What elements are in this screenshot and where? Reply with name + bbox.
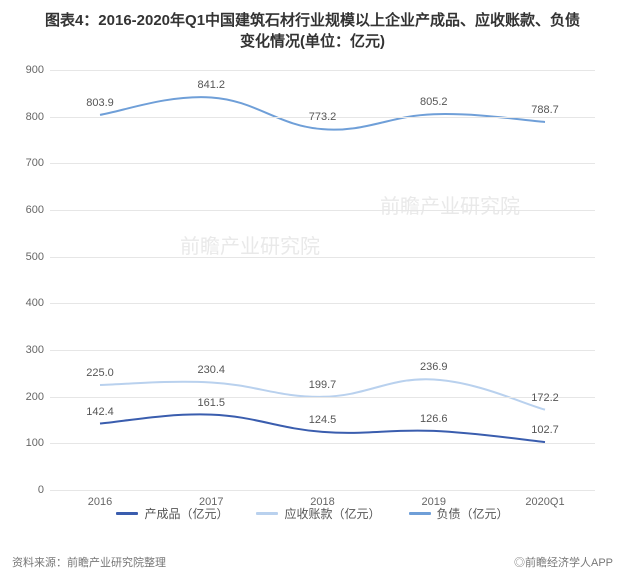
legend-label: 产成品（亿元） (144, 505, 228, 522)
legend-label: 负债（亿元） (437, 505, 509, 522)
y-tick-label: 700 (26, 157, 50, 169)
figure-container: 图表4：2016-2020年Q1中国建筑石材行业规模以上企业产成品、应收账款、负… (0, 0, 625, 578)
data-label: 788.7 (531, 104, 559, 122)
gridline (50, 257, 595, 258)
y-tick-label: 800 (26, 111, 50, 123)
data-label: 805.2 (420, 96, 448, 114)
data-label: 236.9 (420, 361, 448, 379)
gridline (50, 70, 595, 71)
data-label: 225.0 (86, 367, 114, 385)
data-label: 161.5 (197, 397, 225, 415)
legend-swatch-icon (409, 512, 431, 515)
y-tick-label: 600 (26, 204, 50, 216)
chart-title: 图表4：2016-2020年Q1中国建筑石材行业规模以上企业产成品、应收账款、负… (0, 0, 625, 52)
footer: 资料来源：前瞻产业研究院整理 ◎前瞻经济学人APP (12, 554, 613, 570)
y-tick-label: 300 (26, 344, 50, 356)
y-tick-label: 200 (26, 391, 50, 403)
data-label: 124.5 (309, 414, 337, 432)
gridline (50, 303, 595, 304)
legend-label: 应收账款（亿元） (284, 505, 380, 522)
y-tick-label: 0 (38, 484, 50, 496)
y-tick-label: 500 (26, 251, 50, 263)
y-tick-label: 900 (26, 64, 50, 76)
data-label: 803.9 (86, 97, 114, 115)
title-line-2: 变化情况(单位：亿元) (240, 33, 385, 50)
gridline (50, 397, 595, 398)
data-label: 172.2 (531, 392, 559, 410)
data-label: 126.6 (420, 413, 448, 431)
data-label: 142.4 (86, 406, 114, 424)
source-label: 资料来源：前瞻产业研究院整理 (12, 554, 166, 570)
legend-item-yingshou: 应收账款（亿元） (256, 505, 380, 522)
gridline (50, 163, 595, 164)
legend-item-chengpin: 产成品（亿元） (116, 505, 228, 522)
data-label: 199.7 (309, 379, 337, 397)
data-label: 230.4 (197, 364, 225, 382)
y-tick-label: 100 (26, 437, 50, 449)
legend-swatch-icon (116, 512, 138, 515)
data-label: 102.7 (531, 424, 559, 442)
gridline (50, 443, 595, 444)
chart-area: 前瞻产业研究院 前瞻产业研究院 010020030040050060070080… (50, 70, 595, 490)
y-tick-label: 400 (26, 297, 50, 309)
data-label: 773.2 (309, 111, 337, 129)
legend-item-fuzhai: 负债（亿元） (409, 505, 509, 522)
gridline (50, 210, 595, 211)
gridline (50, 350, 595, 351)
legend: 产成品（亿元） 应收账款（亿元） 负债（亿元） (0, 505, 625, 522)
legend-swatch-icon (256, 512, 278, 515)
data-label: 841.2 (197, 79, 225, 97)
app-credit: ◎前瞻经济学人APP (514, 554, 613, 570)
title-line-1: 图表4：2016-2020年Q1中国建筑石材行业规模以上企业产成品、应收账款、负… (45, 12, 580, 29)
